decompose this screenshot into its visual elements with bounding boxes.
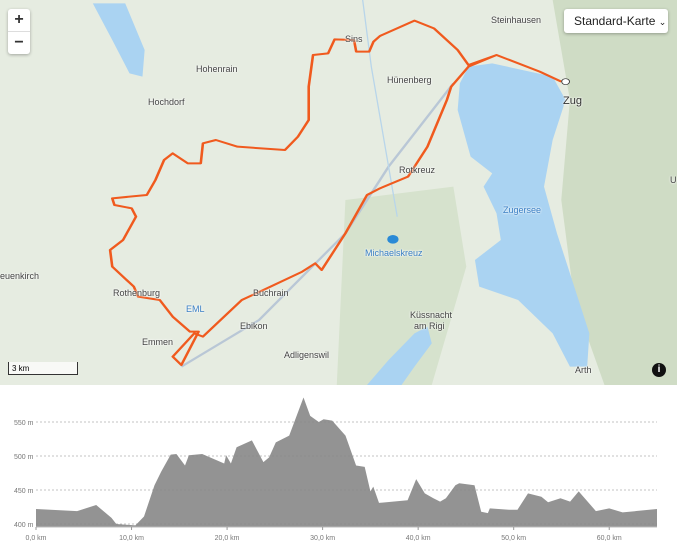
place-label: Rotkreuz — [399, 165, 436, 175]
y-tick-label: 400 m — [14, 522, 34, 529]
place-label: Hohenrain — [196, 64, 238, 74]
zoom-control: + − — [8, 9, 30, 54]
finish-flag-icon — [561, 78, 570, 85]
elevation-area — [36, 397, 657, 527]
place-label: Buchrain — [253, 288, 289, 298]
y-tick-label: 500 m — [14, 454, 34, 461]
lake-vierwaldstaettersee — [366, 326, 432, 385]
lake-zugersee — [457, 63, 590, 367]
elevation-profile[interactable]: 400 m 450 m 500 m 550 m 0,0 km 10,0 km 20,0 km… — [0, 385, 677, 550]
place-label: Adligenswil — [284, 350, 330, 360]
y-tick-label: 550 m — [14, 420, 34, 427]
scale-bar: 3 km — [8, 362, 78, 375]
place-label: Steinhausen — [491, 15, 542, 25]
y-tick-label: 450 m — [14, 488, 34, 495]
place-label: Hochdorf — [148, 97, 185, 107]
place-label: U — [670, 175, 677, 185]
layer-select-value: Standard-Karte — [574, 14, 656, 28]
x-tick-label: 50,0 km — [501, 535, 526, 542]
zoom-in-button[interactable]: + — [14, 11, 24, 28]
place-label: Küssnacht — [410, 310, 453, 320]
place-label: Ebikon — [240, 321, 268, 331]
x-tick-label: 10,0 km — [119, 535, 144, 542]
x-tick-label: 0,0 km — [25, 535, 46, 542]
map-canvas — [92, 0, 677, 385]
place-label: Michaelskreuz — [365, 248, 423, 258]
place-label: am Rigi — [414, 321, 445, 331]
x-tick-label: 40,0 km — [406, 535, 431, 542]
x-tick-label: 20,0 km — [215, 535, 240, 542]
chevron-down-icon: ⌄ — [658, 17, 667, 27]
place-label: euenkirch — [0, 271, 40, 281]
place-label: Sins — [345, 34, 363, 44]
place-label: Emmen — [142, 337, 174, 347]
map[interactable]: + − Standard-Karte ⌄ Steinhausen Sins Hohe… — [0, 0, 677, 385]
place-label: Zugersee — [503, 205, 542, 215]
map-layer-select[interactable]: Standard-Karte ⌄ — [564, 9, 668, 33]
poi-camera-icon[interactable] — [387, 235, 399, 244]
x-tick-label: 60,0 km — [597, 535, 622, 542]
place-label: Zug — [563, 95, 582, 107]
zoom-out-button[interactable]: − — [8, 31, 30, 54]
place-label: Arth — [575, 365, 592, 375]
route-line — [108, 19, 562, 366]
info-icon[interactable]: i — [652, 363, 666, 377]
place-label: Rothenburg — [113, 288, 161, 298]
x-tick-label: 30,0 km — [310, 535, 335, 542]
place-label: Hünenberg — [387, 75, 432, 85]
lake-baldeggersee — [92, 3, 145, 77]
place-label: EML — [186, 304, 205, 314]
